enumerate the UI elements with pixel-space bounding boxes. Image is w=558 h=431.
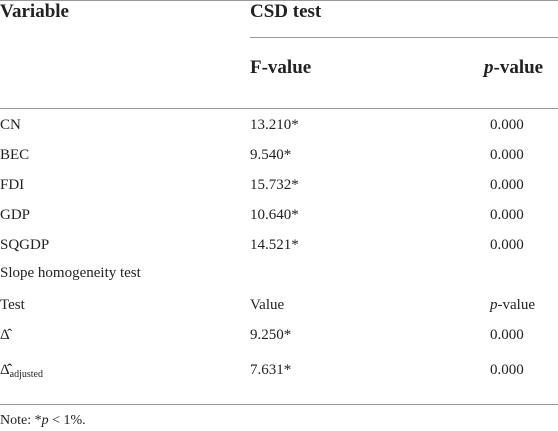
slope-value: 9.250* [250,327,292,343]
slope-symbol: Δ̂̂adjusted [0,360,43,385]
cell: 0.000 [490,177,524,193]
header-p-value: p-value [484,56,543,80]
italic-p: p [490,297,498,313]
csd-rule [250,37,558,38]
symbol: Δ̂̂ [0,362,10,378]
cell: CN [0,117,21,133]
cell: 14.521* [250,237,299,253]
subscript: adjusted [9,369,43,380]
cell: SQGDP [0,237,50,253]
cell: 9.540* [250,147,292,163]
cell: 0.000 [490,117,524,133]
sub-test: Test [0,297,25,313]
top-rule [0,0,558,1]
text: < 1%. [48,413,86,428]
header-rule [0,108,558,109]
cell: 10.640* [250,207,299,223]
cell: 13.210* [250,117,299,133]
slope-p: 0.000 [490,327,524,343]
italic-p: p [41,413,49,428]
header-f-value: F-value [250,57,312,78]
slope-p: 0.000 [490,362,524,378]
bottom-rule [0,404,558,405]
cell: GDP [0,207,31,223]
cell: 0.000 [490,207,524,223]
text: -value [497,297,535,313]
slope-symbol: Δ̂ [0,327,10,343]
sub-value: Value [250,297,285,313]
section-title: Slope homogeneity test [0,265,141,281]
header-variable: Variable [0,1,69,22]
text: Note: * [0,413,42,428]
cell: BEC [0,147,30,163]
sub-p-value: p-value [490,295,535,315]
italic-p: p [484,57,494,78]
header-csd: CSD test [250,1,322,22]
note: Note: *p < 1%. [0,411,86,431]
cell: 0.000 [490,237,524,253]
text: -value [493,57,544,78]
slope-value: 7.631* [250,362,292,378]
cell: FDI [0,177,25,193]
cell: 15.732* [250,177,299,193]
cell: 0.000 [490,147,524,163]
